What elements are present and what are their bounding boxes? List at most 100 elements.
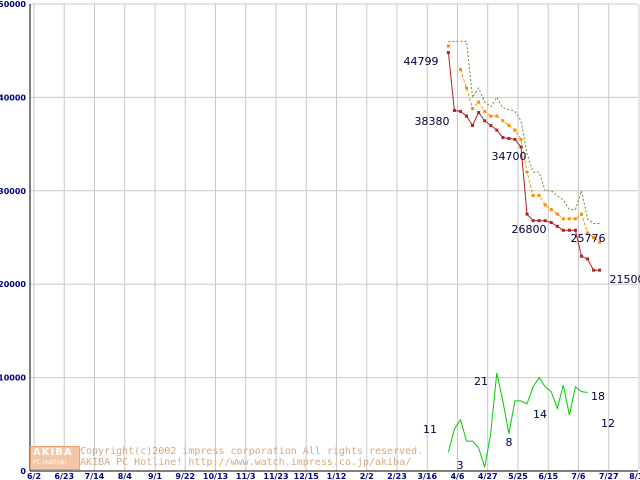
data-point	[598, 240, 602, 244]
data-point	[555, 212, 559, 216]
data-point	[446, 51, 450, 55]
data-label: 21	[474, 375, 488, 388]
x-tick-label: 6/23	[54, 472, 74, 480]
y-tick-label: 50000	[0, 0, 26, 9]
data-point	[573, 217, 577, 221]
y-tick-label: 0	[20, 467, 26, 476]
data-point	[446, 44, 450, 48]
series-lines	[446, 40, 602, 468]
data-point	[586, 231, 590, 235]
data-point	[525, 170, 529, 174]
data-point	[549, 207, 553, 211]
data-point	[519, 137, 523, 141]
data-label: 14	[533, 408, 547, 421]
data-point	[586, 257, 590, 261]
y-tick-label: 20000	[0, 280, 26, 289]
data-label: 44799	[404, 55, 439, 68]
data-label: 12	[601, 417, 615, 430]
data-point	[555, 224, 559, 228]
x-tick-label: 12/15	[294, 472, 320, 480]
data-label: 21500	[610, 273, 640, 286]
y-tick-label: 40000	[0, 93, 26, 102]
data-point	[579, 254, 583, 258]
data-point	[513, 137, 517, 141]
x-axis-ticks: 6/2 6/23 7/14 8/4 9/1 9/22 10/13 11/3 11/23 12/15…	[27, 472, 640, 480]
data-point	[531, 219, 535, 223]
x-tick-label: 9/22	[175, 472, 195, 480]
data-point	[537, 193, 541, 197]
data-point	[531, 193, 535, 197]
x-tick-label: 4/6	[450, 472, 464, 480]
x-tick-label: 11/23	[263, 472, 288, 480]
site-url-line: AKIBA PC Hotline! http://www.watch.impre…	[80, 457, 412, 468]
x-tick-label: 7/6	[571, 472, 585, 480]
series-line	[447, 372, 588, 468]
data-point	[549, 221, 553, 225]
logo-title: AKIBA	[33, 447, 73, 458]
data-point	[495, 114, 499, 118]
akiba-logo: AKIBA PC Hotline!	[30, 446, 80, 470]
series-line	[448, 40, 600, 224]
x-tick-label: 11/3	[236, 472, 256, 480]
data-label: 18	[591, 390, 605, 403]
grid	[29, 3, 640, 472]
data-point	[477, 100, 481, 104]
y-tick-label: 10000	[0, 374, 26, 383]
data-point	[471, 123, 475, 127]
data-point	[477, 111, 481, 115]
data-point	[452, 108, 456, 112]
x-tick-label: 10/13	[203, 472, 228, 480]
data-point	[561, 217, 565, 221]
data-point	[507, 136, 511, 140]
x-tick-label: 1/12	[327, 472, 347, 480]
data-point	[489, 123, 493, 127]
x-tick-label: 3/16	[417, 472, 437, 480]
x-tick-label: 4/27	[478, 472, 498, 480]
x-tick-label: 5/25	[508, 472, 528, 480]
data-point	[598, 268, 602, 272]
x-tick-label: 8/4	[118, 472, 132, 480]
data-label: 25776	[571, 232, 606, 245]
data-label: 38380	[415, 115, 450, 128]
data-point	[465, 86, 469, 90]
data-point	[525, 212, 529, 216]
data-point	[561, 228, 565, 232]
data-point	[471, 107, 475, 111]
data-point	[573, 228, 577, 232]
data-point	[483, 119, 487, 123]
x-tick-label: 2/2	[360, 472, 374, 480]
data-point	[567, 228, 571, 232]
data-point	[543, 219, 547, 223]
y-axis-ticks: 0 10000 20000 30000 40000 50000	[0, 0, 26, 476]
data-point	[458, 67, 462, 71]
data-annotations: 44799 38380 34700 26800 25776 21500 11 21 8 3 14 18…	[404, 55, 640, 472]
data-point	[513, 128, 517, 132]
data-label: 3	[457, 459, 464, 472]
data-point	[567, 217, 571, 221]
data-label: 26800	[512, 223, 547, 236]
x-tick-label: 9/1	[148, 472, 162, 480]
x-tick-label: 2/23	[387, 472, 407, 480]
data-point	[592, 236, 596, 239]
x-tick-label: 8/16	[629, 472, 640, 480]
data-point	[483, 109, 487, 113]
x-tick-label: 7/27	[599, 472, 619, 480]
data-point	[501, 119, 505, 123]
x-tick-label: 6/15	[538, 472, 558, 480]
logo-subtitle: PC Hotline!	[33, 459, 67, 466]
data-point	[495, 128, 499, 132]
copyright-line: Copyright(c)2002 impress corporation All…	[80, 446, 424, 457]
data-point	[489, 114, 493, 118]
data-label: 34700	[492, 150, 527, 163]
data-point	[537, 219, 541, 223]
data-label: 8	[506, 436, 513, 449]
data-point	[519, 145, 523, 149]
x-tick-label: 7/14	[85, 472, 105, 480]
data-point	[501, 136, 505, 140]
data-point	[458, 109, 462, 113]
data-point	[465, 114, 469, 118]
data-point	[592, 268, 596, 272]
data-point	[507, 123, 511, 127]
x-tick-label: 6/2	[27, 472, 41, 480]
